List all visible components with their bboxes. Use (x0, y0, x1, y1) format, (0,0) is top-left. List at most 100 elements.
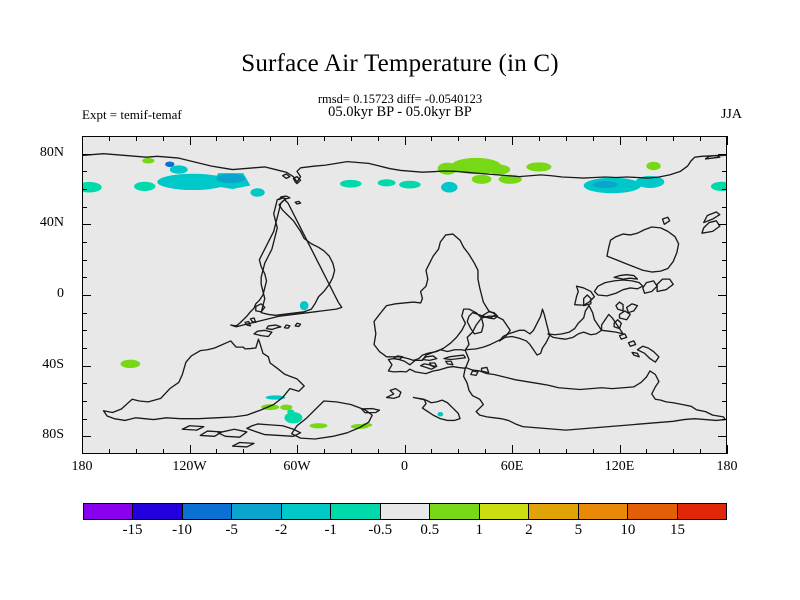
x-minor-tick (458, 136, 459, 141)
x-minor-tick (485, 136, 486, 141)
x-minor-tick (566, 136, 567, 141)
map-plot-area (82, 136, 727, 454)
y-minor-tick (82, 242, 87, 243)
x-minor-tick (216, 136, 217, 141)
y-minor-tick (82, 330, 87, 331)
season-label: JJA (720, 107, 742, 122)
colorbar-tick-label: -2 (274, 522, 288, 538)
x-minor-tick (485, 449, 486, 454)
x-tick-label: 180 (716, 459, 738, 474)
colorbar-tick-label: -15 (122, 522, 143, 538)
y-minor-tick (722, 401, 727, 402)
colorbar-tick-label: 1 (475, 522, 484, 538)
x-major-tick (297, 136, 298, 145)
colorbar-tick-label: 5 (574, 522, 583, 538)
x-major-tick (405, 445, 406, 454)
y-minor-tick (82, 419, 87, 420)
x-tick-label: 120W (172, 459, 207, 474)
experiment-label: Expt = temif-temaf (82, 107, 182, 122)
x-major-tick (727, 445, 728, 454)
y-minor-tick (82, 313, 87, 314)
y-minor-tick (82, 171, 87, 172)
y-major-tick (718, 295, 727, 296)
colorbar-segment (628, 504, 678, 519)
colorbar-segment (677, 504, 727, 519)
y-minor-tick (722, 260, 727, 261)
x-minor-tick (136, 449, 137, 454)
colorbar-segment (84, 504, 134, 519)
y-major-tick (82, 295, 91, 296)
x-major-tick (620, 445, 621, 454)
y-major-tick (82, 436, 91, 437)
y-major-tick (718, 154, 727, 155)
colorbar-segment (281, 504, 332, 519)
y-tick-label: 80N (39, 144, 64, 160)
figure-title: Surface Air Temperature (in C) (241, 50, 559, 77)
colorbar-tick-label: -1 (324, 522, 337, 538)
y-minor-tick (82, 207, 87, 208)
x-minor-tick (539, 136, 540, 141)
y-major-tick (718, 224, 727, 225)
colorbar-tick-label: -10 (172, 522, 193, 538)
coastline-layer (82, 153, 727, 448)
x-major-tick (297, 445, 298, 454)
y-major-tick (82, 224, 91, 225)
x-minor-tick (351, 449, 352, 454)
rmsd-annotation: rmsd= 0.15723 diff= -0.0540123 (317, 92, 483, 106)
colorbar-segment (232, 504, 282, 519)
y-minor-tick (82, 189, 87, 190)
anomaly-layer (82, 157, 727, 429)
x-minor-tick (270, 136, 271, 141)
y-tick-label: 40S (42, 356, 64, 372)
colorbar-segment (182, 504, 233, 519)
x-minor-tick (351, 136, 352, 141)
x-tick-label: 0 (401, 459, 408, 474)
colorbar-tick-label: 15 (669, 522, 685, 538)
y-minor-tick (722, 383, 727, 384)
y-minor-tick (722, 242, 727, 243)
y-major-tick (82, 154, 91, 155)
x-major-tick (512, 136, 513, 145)
x-minor-tick (163, 449, 164, 454)
y-minor-tick (722, 419, 727, 420)
x-minor-tick (216, 449, 217, 454)
x-major-tick (512, 445, 513, 454)
colorbar-segment (529, 504, 579, 519)
x-minor-tick (646, 136, 647, 141)
colorbar-tick-label: 0.5 (420, 522, 440, 538)
colorbar-segment (380, 504, 431, 519)
x-minor-tick (566, 449, 567, 454)
colorbar-segment (578, 504, 629, 519)
y-major-tick (718, 366, 727, 367)
x-major-tick (82, 136, 83, 145)
x-major-tick (620, 136, 621, 145)
x-minor-tick (109, 136, 110, 141)
colorbar-segment (331, 504, 381, 519)
x-minor-tick (378, 136, 379, 141)
y-minor-tick (722, 189, 727, 190)
x-minor-tick (163, 136, 164, 141)
x-major-tick (190, 445, 191, 454)
x-major-tick (405, 136, 406, 145)
x-minor-tick (431, 136, 432, 141)
x-major-tick (727, 136, 728, 145)
x-minor-tick (539, 449, 540, 454)
colorbar (83, 503, 727, 520)
x-minor-tick (243, 449, 244, 454)
x-minor-tick (593, 449, 594, 454)
y-tick-label: 80S (42, 427, 64, 443)
x-tick-label: 180 (71, 459, 93, 474)
x-minor-tick (109, 449, 110, 454)
x-tick-label: 60W (283, 459, 311, 474)
y-minor-tick (722, 348, 727, 349)
y-minor-tick (722, 207, 727, 208)
colorbar-tick-label: 2 (525, 522, 533, 538)
world-map (82, 136, 727, 454)
x-minor-tick (458, 449, 459, 454)
x-minor-tick (270, 449, 271, 454)
colorbar-tick-label: 10 (620, 522, 636, 538)
y-minor-tick (722, 330, 727, 331)
x-minor-tick (324, 136, 325, 141)
x-minor-tick (673, 136, 674, 141)
